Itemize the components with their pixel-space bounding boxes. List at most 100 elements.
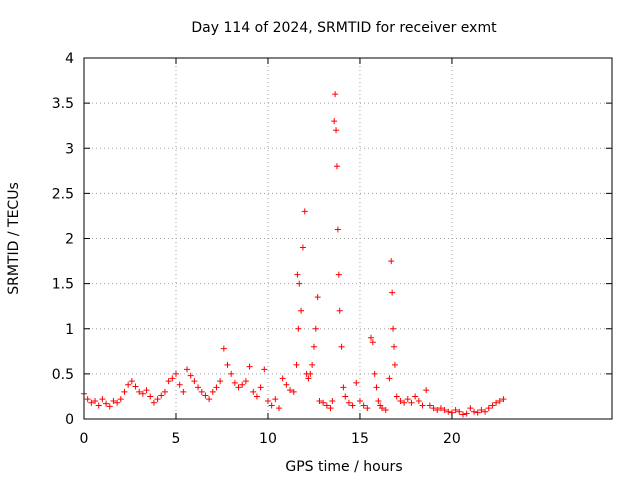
data-point <box>482 408 489 415</box>
data-point <box>213 384 220 391</box>
data-point <box>373 384 380 391</box>
chart-title: Day 114 of 2024, SRMTID for receiver exm… <box>191 20 497 36</box>
data-point <box>305 375 312 382</box>
data-point <box>268 402 275 409</box>
data-point <box>334 226 341 233</box>
data-point <box>327 405 334 412</box>
data-point <box>198 388 205 395</box>
data-point <box>209 388 216 395</box>
data-point <box>294 271 301 278</box>
data-point <box>437 405 444 412</box>
data-point <box>154 396 161 403</box>
data-point <box>367 334 374 341</box>
data-point <box>369 339 376 346</box>
grid <box>84 58 612 419</box>
data-point <box>364 405 371 412</box>
data-point <box>287 387 294 394</box>
data-point <box>397 397 404 404</box>
data-point <box>445 408 452 415</box>
data-point <box>353 379 360 386</box>
y-tick-label: 3.5 <box>52 96 74 112</box>
data-point <box>279 375 286 382</box>
data-point <box>316 397 323 404</box>
data-point <box>293 361 300 368</box>
data-point <box>434 406 441 413</box>
data-point <box>408 399 415 406</box>
data-point <box>388 258 395 265</box>
data-point <box>412 393 419 400</box>
x-tick-label: 20 <box>443 431 461 447</box>
data-point <box>345 399 352 406</box>
data-point <box>106 403 113 410</box>
data-point <box>456 408 463 415</box>
data-point <box>356 397 363 404</box>
data-point <box>235 384 242 391</box>
data-point <box>136 388 143 395</box>
data-point <box>441 406 448 413</box>
data-point <box>489 402 496 409</box>
data-point <box>261 366 268 373</box>
data-point <box>276 405 283 412</box>
y-tick-label: 1.5 <box>52 277 74 293</box>
data-point <box>224 361 231 368</box>
data-point <box>283 381 290 388</box>
data-point <box>415 397 422 404</box>
data-point <box>478 406 485 413</box>
data-point <box>323 402 330 409</box>
data-point <box>103 400 110 407</box>
data-point <box>386 375 393 382</box>
data-point <box>393 393 400 400</box>
data-point <box>272 396 279 403</box>
data-point <box>161 388 168 395</box>
data-point <box>195 384 202 391</box>
data-point <box>239 381 246 388</box>
data-point <box>342 393 349 400</box>
data-point <box>301 208 308 215</box>
data-point <box>335 271 342 278</box>
data-point <box>250 388 257 395</box>
data-point <box>329 397 336 404</box>
axis-ticks: 0 0.5 1 1.5 2 2.5 3 3.5 4 0 5 10 15 20 <box>52 51 612 447</box>
data-point <box>295 325 302 332</box>
data-point <box>332 91 339 98</box>
data-point <box>310 343 317 350</box>
data-point <box>314 294 321 301</box>
data-point <box>191 378 198 385</box>
data-point <box>426 402 433 409</box>
data-point <box>139 390 146 397</box>
data-point <box>419 402 426 409</box>
data-point <box>246 363 253 370</box>
data-point <box>459 411 466 418</box>
data-point <box>99 396 106 403</box>
data-point <box>338 343 345 350</box>
data-point <box>121 388 128 395</box>
data-point <box>333 127 340 134</box>
data-point <box>169 375 176 382</box>
data-point <box>390 325 397 332</box>
data-point <box>231 379 238 386</box>
data-point <box>228 370 235 377</box>
data-point <box>257 384 264 391</box>
data-point <box>500 396 507 403</box>
data-point <box>125 381 132 388</box>
data-point <box>143 387 150 394</box>
data-point <box>336 307 343 314</box>
data-point <box>150 399 157 406</box>
data-point <box>264 397 271 404</box>
data-point <box>309 361 316 368</box>
data-point <box>206 396 213 403</box>
data-point <box>333 163 340 170</box>
data-point <box>474 409 481 416</box>
data-point <box>471 408 478 415</box>
data-point <box>430 405 437 412</box>
y-tick-label: 4 <box>65 51 74 67</box>
data-point <box>165 378 172 385</box>
y-tick-label: 2.5 <box>52 186 74 202</box>
data-point <box>84 396 91 403</box>
x-tick-label: 15 <box>351 431 369 447</box>
data-point <box>242 378 249 385</box>
x-tick-label: 10 <box>259 431 277 447</box>
data-point <box>128 378 135 385</box>
data-point <box>299 244 306 251</box>
